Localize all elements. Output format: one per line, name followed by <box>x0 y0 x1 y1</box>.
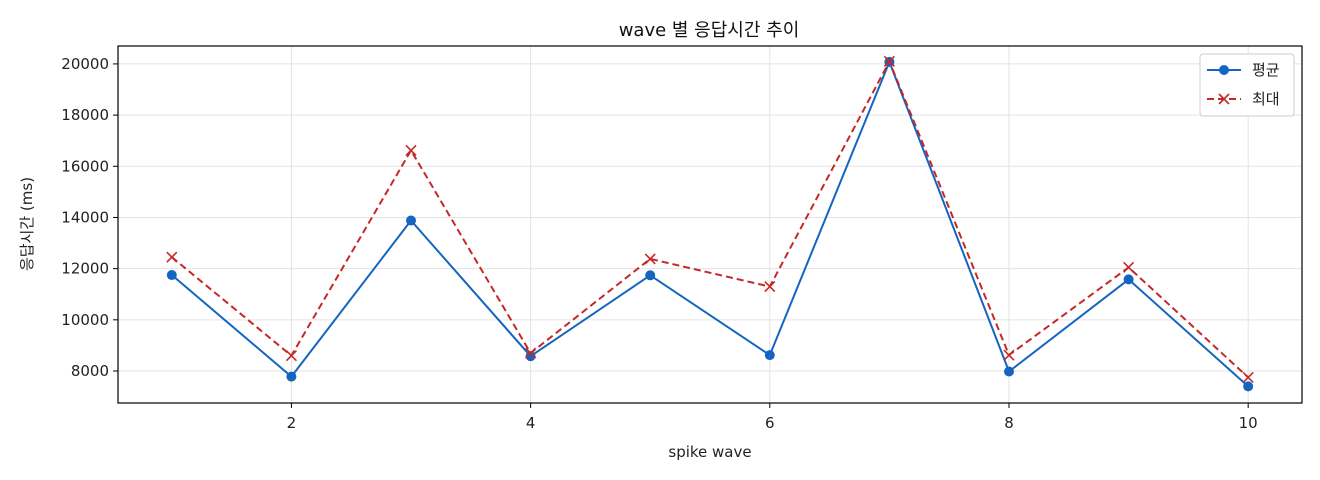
y-tick-label: 14000 <box>61 208 109 226</box>
x-axis-ticks: 2 4 6 8 10 <box>287 403 1258 432</box>
legend-label: 최대 <box>1252 90 1280 108</box>
data-point <box>166 270 177 281</box>
y-tick-label: 20000 <box>61 55 109 73</box>
legend-box <box>1199 53 1295 117</box>
y-axis-ticks: 8000 10000 12000 14000 16000 18000 20000 <box>61 55 118 380</box>
x-tick-label: 4 <box>526 414 536 432</box>
y-tick-label: 8000 <box>71 362 109 380</box>
data-point <box>525 347 537 359</box>
data-point <box>644 253 656 265</box>
chart-title: wave 별 응답시간 추이 <box>619 20 800 41</box>
plot-area-frame <box>117 45 1303 404</box>
x-tick-label: 6 <box>765 414 775 432</box>
data-point <box>406 215 417 226</box>
series-2 <box>166 55 1254 383</box>
y-tick-label: 12000 <box>61 260 109 278</box>
x-tick-label: 8 <box>1004 414 1014 432</box>
x-tick-label: 2 <box>287 414 297 432</box>
series-line-2 <box>171 60 1249 379</box>
series-line-1 <box>171 60 1249 388</box>
data-point <box>286 371 297 382</box>
data-point <box>1003 366 1014 377</box>
data-point <box>405 144 417 156</box>
x-tick-label: 10 <box>1239 414 1258 432</box>
grid-lines <box>118 46 1302 403</box>
data-point <box>764 350 775 361</box>
legend-marker <box>1218 93 1230 105</box>
data-point <box>1242 371 1254 383</box>
data-point <box>645 270 656 281</box>
data-point <box>1003 349 1015 361</box>
series-1 <box>166 56 1254 392</box>
data-point <box>166 251 178 263</box>
x-axis-label: spike wave <box>668 443 751 461</box>
data-point <box>525 351 536 362</box>
y-tick-label: 10000 <box>61 311 109 329</box>
data-point <box>1243 381 1254 392</box>
y-tick-label: 16000 <box>61 157 109 175</box>
legend-label: 평균 <box>1252 61 1280 79</box>
data-point <box>1123 274 1134 285</box>
data-point <box>764 280 776 293</box>
legend-marker <box>1219 65 1229 75</box>
y-tick-label: 18000 <box>61 106 109 124</box>
y-axis-label: 응답시간 (ms) <box>18 177 36 271</box>
legend-item-1: 평균 <box>1207 61 1280 79</box>
data-point <box>1123 261 1135 273</box>
data-point <box>285 350 297 362</box>
series-layer <box>166 55 1254 392</box>
data-point <box>883 55 895 67</box>
legend-item-2: 최대 <box>1207 90 1280 108</box>
